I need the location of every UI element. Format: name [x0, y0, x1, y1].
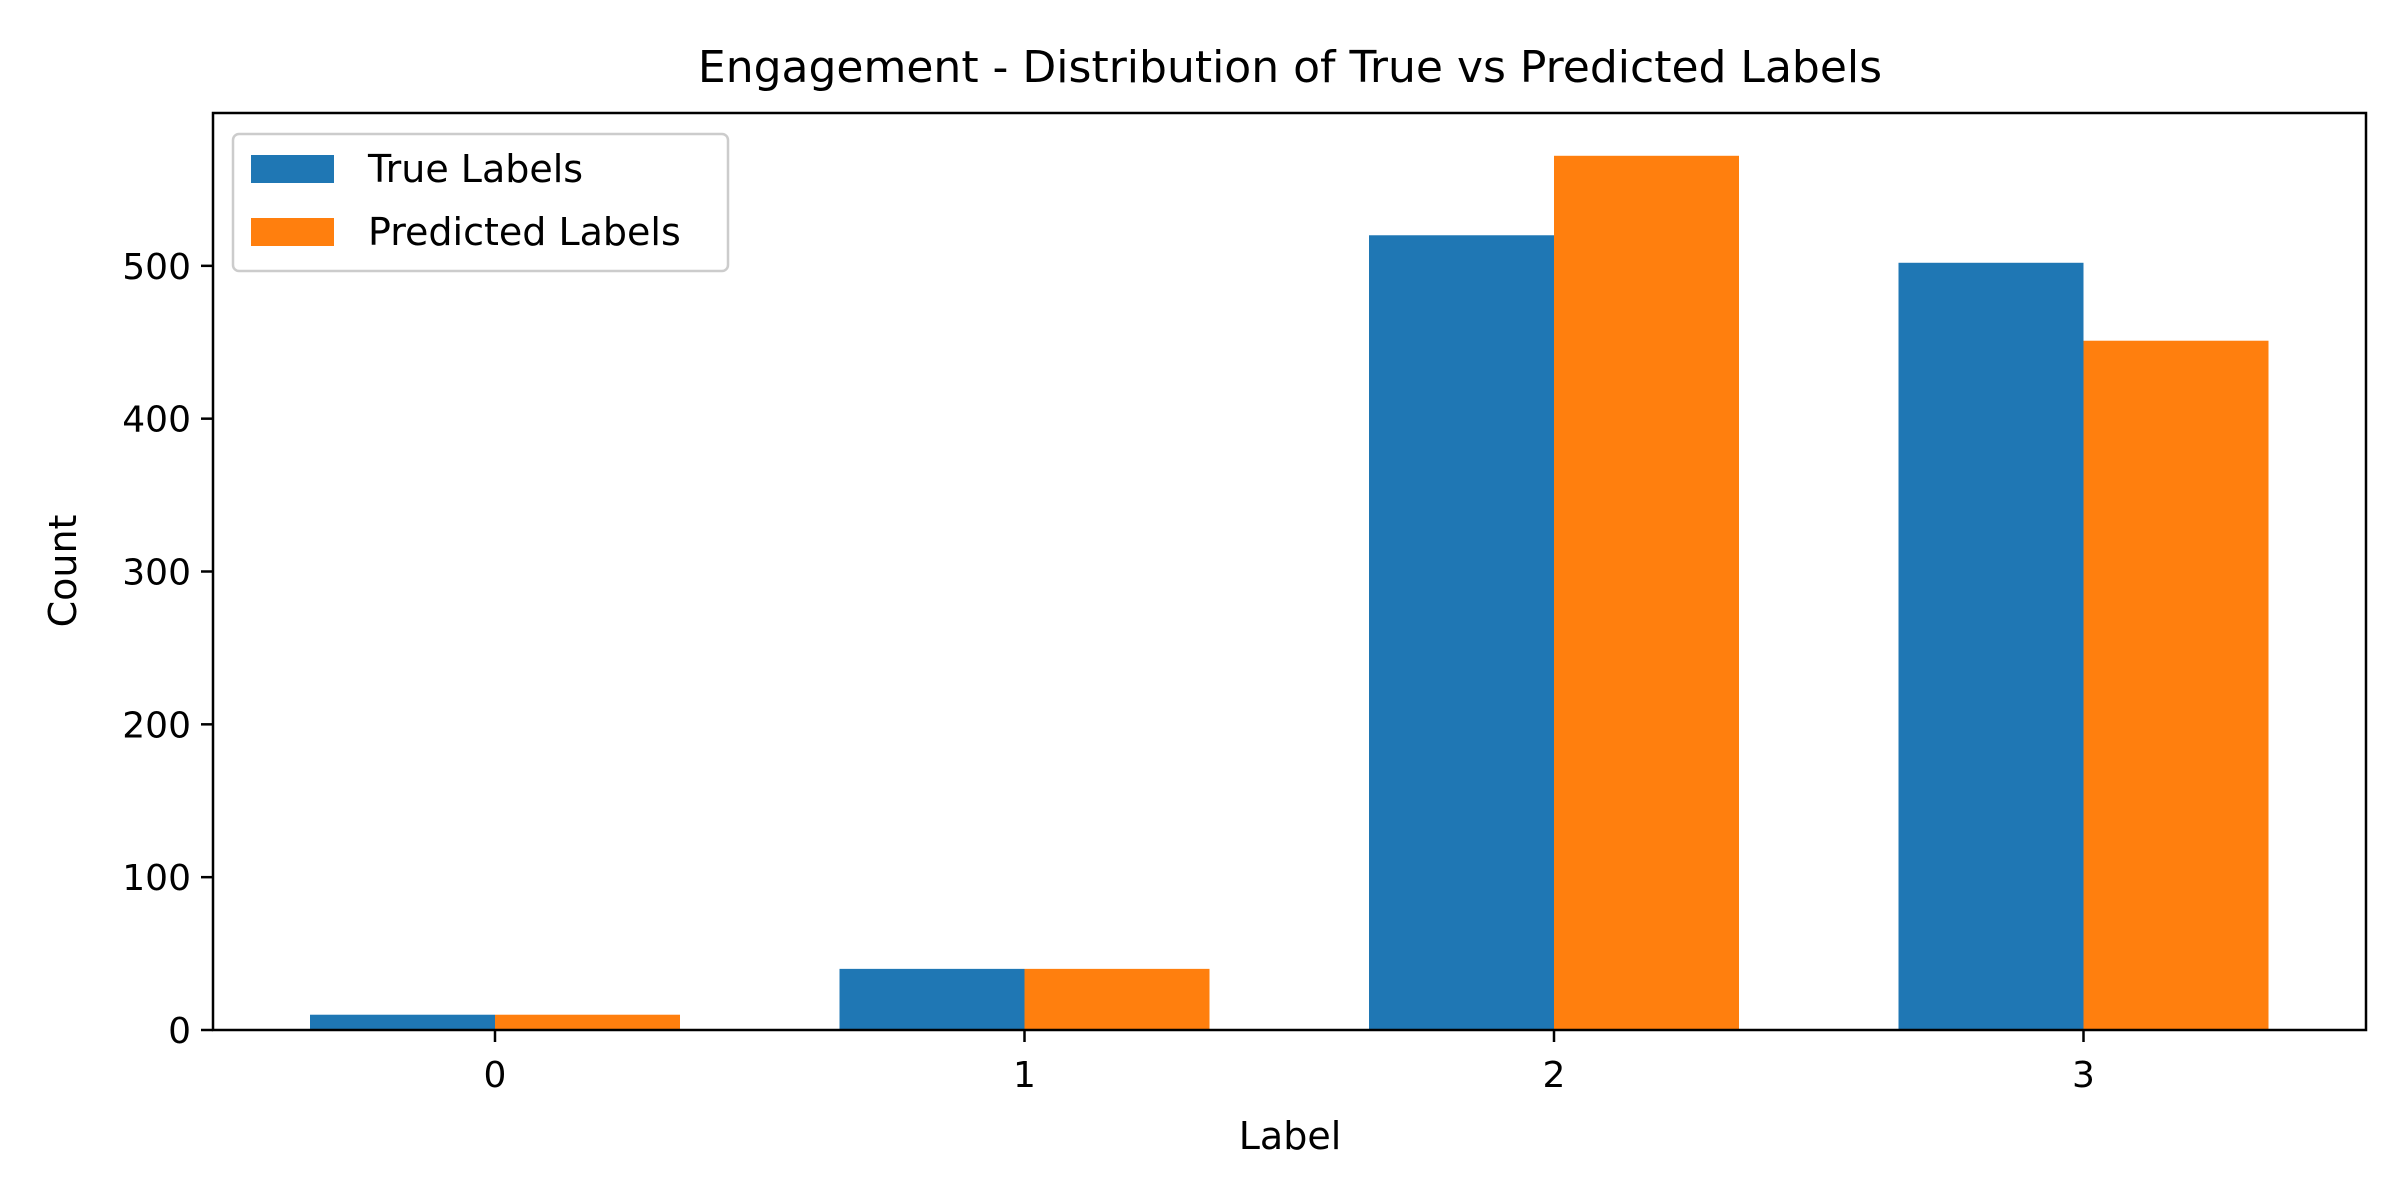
bar-predicted-1 [1024, 968, 1210, 1030]
y-tick-label: 300 [122, 553, 191, 594]
legend-label-predicted: Predicted Labels [368, 210, 681, 254]
legend-swatch-predicted [251, 218, 334, 246]
x-tick-label: 3 [2072, 1055, 2095, 1096]
x-axis-label: Label [1239, 1114, 1342, 1158]
bar-true-3 [1898, 262, 2084, 1030]
bar-true-2 [1369, 235, 1554, 1030]
chart-title: Engagement - Distribution of True vs Pre… [698, 42, 1882, 93]
y-axis-label: Count [41, 515, 85, 628]
y-tick-label: 400 [122, 400, 191, 441]
bar-predicted-3 [2083, 340, 2269, 1030]
x-tick-label: 2 [1543, 1055, 1566, 1096]
bars-group [310, 155, 2269, 1030]
y-axis: 0 100 200 300 400 500 [122, 247, 213, 1052]
bar-predicted-2 [1554, 155, 1739, 1030]
x-axis: 0 1 2 3 [484, 1030, 2095, 1096]
y-tick-label: 500 [122, 247, 191, 288]
bar-true-1 [839, 968, 1025, 1030]
legend: True Labels Predicted Labels [231, 132, 730, 273]
bar-predicted-0 [495, 1014, 680, 1030]
y-tick-label: 100 [122, 858, 191, 899]
y-tick-label: 0 [168, 1011, 191, 1052]
x-tick-label: 0 [484, 1055, 507, 1096]
legend-box [231, 132, 730, 273]
x-tick-label: 1 [1013, 1055, 1036, 1096]
plot-frame [211, 111, 2368, 1032]
legend-label-true: True Labels [367, 147, 583, 191]
y-tick-label: 200 [122, 705, 191, 746]
bar-true-0 [310, 1014, 495, 1030]
legend-swatch-true [251, 155, 334, 183]
